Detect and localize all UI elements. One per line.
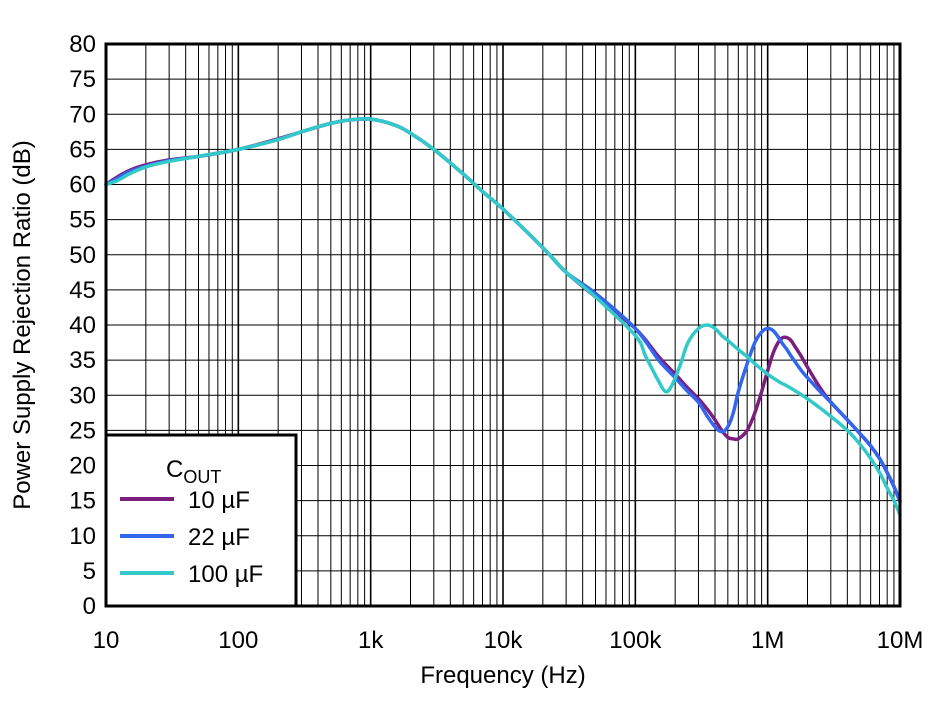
series-lines (104, 117, 902, 517)
y-tick-label: 0 (83, 593, 96, 620)
y-tick-label: 75 (69, 66, 96, 93)
y-tick-label: 55 (69, 207, 96, 234)
legend-entries: 10 µF 22 µF 100 µF (120, 487, 263, 588)
x-tick-label: 100 (218, 627, 258, 654)
y-tick-label: 40 (69, 312, 96, 339)
legend-label: 10 µF (188, 487, 250, 514)
x-tick-labels: 10 100 1k 10k 100k 1M 10M (93, 627, 924, 654)
y-tick-label: 65 (69, 136, 96, 163)
y-tick-label: 70 (69, 101, 96, 128)
y-tick-label: 60 (69, 172, 96, 199)
x-tick-label: 1M (751, 627, 784, 654)
y-tick-label: 80 (69, 31, 96, 58)
y-tick-labels: 0 5 10 15 20 25 30 35 40 45 50 55 60 65 70 75 80 (69, 31, 96, 620)
y-tick-label: 35 (69, 347, 96, 374)
series-line-3 (104, 117, 902, 517)
y-tick-label: 50 (69, 242, 96, 269)
y-tick-label: 30 (69, 382, 96, 409)
x-axis-title: Frequency (Hz) (420, 662, 585, 689)
legend-label: 100 µF (188, 561, 263, 588)
y-tick-label: 25 (69, 417, 96, 444)
y-tick-label: 5 (83, 558, 96, 585)
legend-title: COUT (166, 456, 221, 487)
legend-title-main: C (166, 456, 183, 483)
legend-title-sub: OUT (183, 467, 221, 487)
x-tick-label: 10 (93, 627, 120, 654)
x-tick-label: 100k (609, 627, 662, 654)
y-tick-label: 20 (69, 453, 96, 480)
legend-label: 22 µF (188, 524, 250, 551)
plot-frame (104, 42, 902, 608)
y-axis-title: Power Supply Rejection Ratio (dB) (9, 140, 36, 510)
legend: COUT 10 µF 22 µF 100 µF (104, 433, 298, 608)
legend-box (104, 433, 298, 608)
x-tick-label: 10M (877, 627, 924, 654)
x-tick-label: 1k (358, 627, 384, 654)
x-tick-label: 10k (484, 627, 524, 654)
y-tick-label: 15 (69, 488, 96, 515)
y-tick-label: 45 (69, 277, 96, 304)
y-tick-label: 10 (69, 523, 96, 550)
